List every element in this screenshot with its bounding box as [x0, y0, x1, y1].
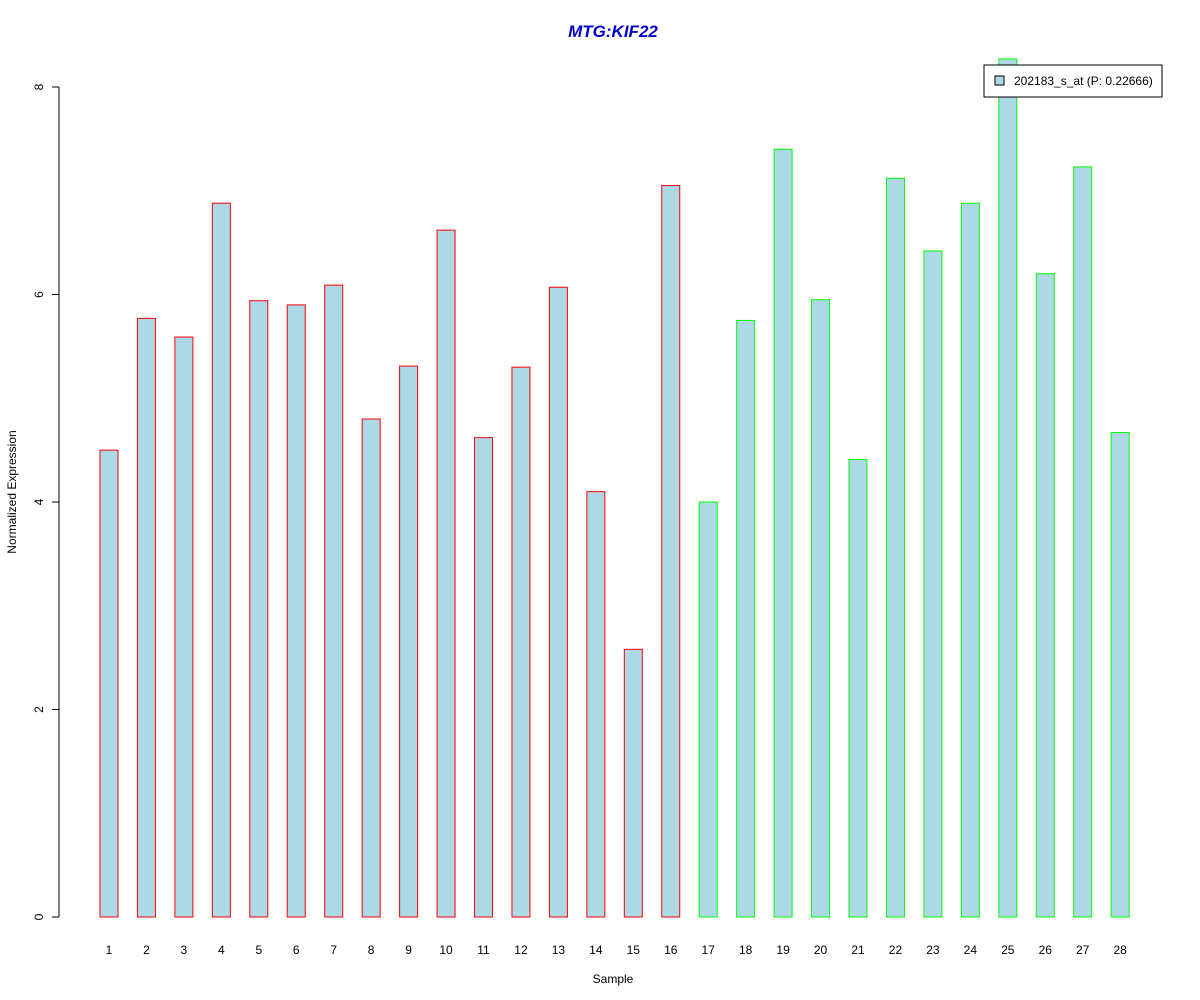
bar-sample-8	[361, 418, 381, 918]
y-tick-label: 4	[32, 498, 46, 505]
x-tick-label: 26	[1039, 943, 1053, 957]
legend: 202183_s_at (P: 0.22666)	[983, 64, 1163, 98]
chart-title: MTG:KIF22	[568, 22, 658, 41]
bar-sample-23	[923, 250, 943, 918]
bar-sample-20	[811, 299, 831, 918]
bar-sample-15	[623, 648, 643, 918]
x-tick-label: 23	[926, 943, 940, 957]
bar-sample-4	[211, 202, 231, 918]
y-tick-label: 2	[32, 706, 46, 713]
bar-sample-26	[1035, 273, 1055, 918]
bar-sample-14	[586, 491, 606, 918]
bar-sample-21	[848, 458, 868, 918]
bar-sample-16	[661, 185, 681, 918]
x-tick-label: 21	[851, 943, 865, 957]
x-tick-label: 16	[664, 943, 678, 957]
x-tick-label: 18	[739, 943, 753, 957]
x-tick-label: 27	[1076, 943, 1090, 957]
x-tick-label: 8	[368, 943, 375, 957]
bar-sample-12	[511, 366, 531, 918]
bar-sample-18	[736, 319, 756, 918]
bar-sample-25	[998, 58, 1018, 918]
x-tick-label: 5	[255, 943, 262, 957]
x-tick-label: 2	[143, 943, 150, 957]
bar-sample-10	[436, 229, 456, 918]
y-axis-label: Normalized Expression	[5, 430, 19, 553]
bar-sample-6	[286, 304, 306, 918]
bar-sample-22	[885, 177, 905, 918]
x-tick-label: 17	[702, 943, 716, 957]
x-tick-label: 28	[1113, 943, 1127, 957]
x-tick-label: 25	[1001, 943, 1015, 957]
bar-sample-7	[324, 284, 344, 918]
x-tick-label: 9	[405, 943, 412, 957]
bar-sample-24	[960, 202, 980, 918]
x-tick-label: 11	[477, 943, 490, 957]
x-tick-label: 1	[106, 943, 113, 957]
legend-swatch	[994, 75, 1005, 86]
bar-sample-19	[773, 148, 793, 918]
y-tick-label: 6	[32, 291, 46, 298]
bar-sample-1	[99, 449, 119, 918]
x-tick-label: 10	[439, 943, 453, 957]
x-tick-label: 14	[589, 943, 603, 957]
x-tick-label: 20	[814, 943, 828, 957]
bar-sample-9	[399, 365, 419, 918]
bar-sample-28	[1110, 431, 1130, 918]
x-tick-label: 22	[889, 943, 903, 957]
x-tick-label: 3	[181, 943, 188, 957]
y-tick-label: 0	[32, 913, 46, 920]
x-tick-label: 19	[776, 943, 790, 957]
legend-label: 202183_s_at (P: 0.22666)	[1014, 74, 1153, 88]
bar-sample-17	[698, 501, 718, 918]
x-tick-label: 24	[964, 943, 978, 957]
bar-sample-27	[1073, 166, 1093, 918]
x-axis-label: Sample	[593, 972, 634, 986]
bar-sample-5	[249, 300, 269, 918]
x-tick-label: 7	[330, 943, 337, 957]
bar-sample-13	[548, 286, 568, 918]
bar-sample-11	[474, 437, 493, 918]
bar-sample-3	[174, 336, 194, 918]
bar-sample-2	[136, 317, 156, 918]
x-tick-label: 12	[514, 943, 528, 957]
legend-box	[983, 64, 1163, 98]
x-tick-label: 13	[552, 943, 566, 957]
y-tick-label: 8	[32, 83, 46, 90]
x-tick-label: 15	[627, 943, 641, 957]
x-tick-label: 6	[293, 943, 300, 957]
x-tick-label: 4	[218, 943, 225, 957]
